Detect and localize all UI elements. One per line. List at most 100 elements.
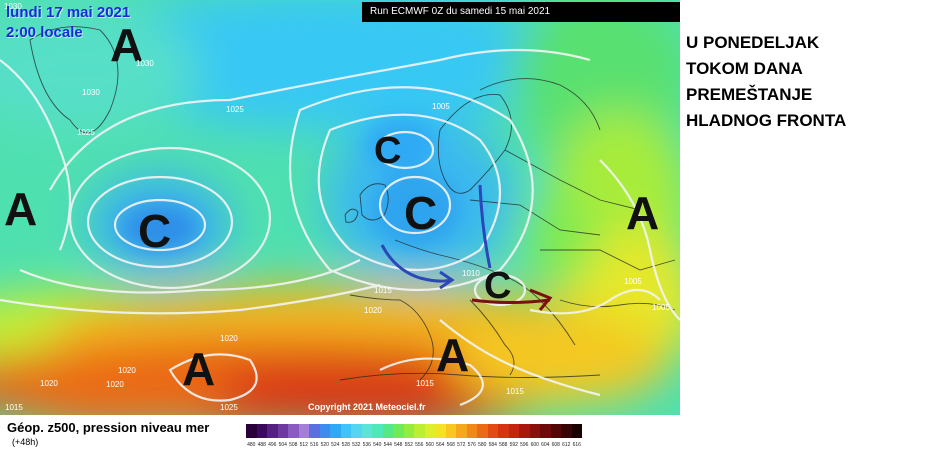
color-scale-value: 592 bbox=[509, 442, 518, 448]
isobar-label: 1025 bbox=[226, 105, 244, 114]
color-scale-value: 556 bbox=[415, 442, 424, 448]
low-pressure-center: C bbox=[404, 187, 438, 239]
color-scale-value: 600 bbox=[530, 442, 539, 448]
color-scale-value: 544 bbox=[383, 442, 392, 448]
isobar-label: 1015 bbox=[5, 403, 23, 412]
isobars bbox=[0, 48, 680, 407]
color-scale-swatch bbox=[256, 424, 267, 438]
color-scale-swatch bbox=[277, 424, 288, 438]
isobar-label: 1030 bbox=[136, 59, 154, 68]
color-scale-value: 496 bbox=[268, 442, 277, 448]
color-scale-value: 528 bbox=[341, 442, 350, 448]
color-scale-swatch bbox=[561, 424, 572, 438]
high-pressure-center: A bbox=[110, 19, 144, 71]
isobar-label: 1015 bbox=[506, 387, 524, 396]
color-scale-swatch bbox=[550, 424, 561, 438]
color-scale-swatch bbox=[487, 424, 498, 438]
isobar-label: 1030 bbox=[4, 2, 22, 11]
color-scale-swatch bbox=[414, 424, 425, 438]
color-scale-value: 604 bbox=[541, 442, 550, 448]
isobar-label: 1020 bbox=[40, 379, 58, 388]
legend-title: Géop. z500, pression niveau mer bbox=[7, 420, 210, 435]
geopotential-field bbox=[0, 0, 680, 415]
color-scale-value: 508 bbox=[289, 442, 298, 448]
color-scale-value: 608 bbox=[551, 442, 560, 448]
model-run-banner: Run ECMWF 0Z du samedi 15 mai 2021 bbox=[362, 2, 680, 22]
high-pressure-center: A bbox=[182, 343, 216, 395]
color-scale-value: 616 bbox=[572, 442, 581, 448]
color-scale-value: 580 bbox=[478, 442, 487, 448]
color-scale-value: 524 bbox=[331, 442, 340, 448]
forecast-time: 2:00 locale bbox=[6, 24, 83, 41]
color-scale-swatch bbox=[267, 424, 278, 438]
color-scale-value: 552 bbox=[404, 442, 413, 448]
color-scale-value: 536 bbox=[362, 442, 371, 448]
color-scale-swatch bbox=[319, 424, 330, 438]
color-scale-value: 572 bbox=[457, 442, 466, 448]
color-scale-value: 488 bbox=[257, 442, 266, 448]
forecast-date: lundi 17 mai 2021 bbox=[6, 4, 131, 21]
color-scale-value: 548 bbox=[394, 442, 403, 448]
color-scale-value: 564 bbox=[436, 442, 445, 448]
low-pressure-center: C bbox=[138, 205, 172, 257]
color-scale-value: 584 bbox=[488, 442, 497, 448]
isobar-label: 1020 bbox=[118, 366, 136, 375]
color-scale-value: 520 bbox=[320, 442, 329, 448]
color-scale-bar bbox=[246, 424, 582, 438]
color-scale-value: 612 bbox=[562, 442, 571, 448]
isobar-label: 1020 bbox=[106, 380, 124, 389]
legend-subtitle: (+48h) bbox=[12, 437, 39, 447]
color-scale-swatch bbox=[372, 424, 383, 438]
isobar-label: 1025 bbox=[77, 128, 95, 137]
isobar-label: 1020 bbox=[220, 334, 238, 343]
color-scale-swatch bbox=[288, 424, 299, 438]
color-scale-swatch bbox=[435, 424, 446, 438]
isobar-label: 1005 bbox=[652, 303, 670, 312]
color-scale-value: 512 bbox=[299, 442, 308, 448]
legend-footer: Géop. z500, pression niveau mer (+48h) 4… bbox=[0, 415, 940, 459]
color-scale-swatch bbox=[298, 424, 309, 438]
high-pressure-center: A bbox=[626, 187, 660, 239]
color-scale-value: 480 bbox=[247, 442, 256, 448]
color-scale-swatch bbox=[351, 424, 362, 438]
high-pressure-center: A bbox=[436, 329, 470, 381]
forecast-headline: U PONEDELJAK TOKOM DANA PREMEŠTANJE HLAD… bbox=[686, 30, 936, 134]
headline-line: U PONEDELJAK bbox=[686, 33, 820, 52]
color-scale-swatch bbox=[309, 424, 320, 438]
color-scale-value: 560 bbox=[425, 442, 434, 448]
isobar-label: 1005 bbox=[432, 102, 450, 111]
color-scale-value: 576 bbox=[467, 442, 476, 448]
color-scale-swatch bbox=[498, 424, 509, 438]
isobar-label: 1030 bbox=[82, 88, 100, 97]
weather-map: A A A A A C C C C 1030 1030 1030 1025 10… bbox=[0, 0, 680, 415]
headline-line: HLADNOG FRONTA bbox=[686, 111, 847, 130]
isobar-label: 1015 bbox=[374, 286, 392, 295]
color-scale-value: 532 bbox=[352, 442, 361, 448]
color-scale-swatch bbox=[340, 424, 351, 438]
color-scale-value: 568 bbox=[446, 442, 455, 448]
color-scale-swatch bbox=[466, 424, 477, 438]
color-scale-value: 540 bbox=[373, 442, 382, 448]
color-scale-labels: 480 488 496 504 508 512 516 520 524 528 532 536 540 5… bbox=[246, 442, 582, 448]
color-scale-swatch bbox=[529, 424, 540, 438]
color-scale-value: 516 bbox=[310, 442, 319, 448]
color-scale-value: 596 bbox=[520, 442, 529, 448]
color-scale-value: 504 bbox=[278, 442, 287, 448]
front-arrows bbox=[380, 184, 553, 311]
isobar-label: 1010 bbox=[462, 269, 480, 278]
color-scale-swatch bbox=[508, 424, 519, 438]
low-pressure-center: C bbox=[374, 130, 402, 172]
color-scale-swatch bbox=[445, 424, 456, 438]
low-pressure-center: C bbox=[484, 265, 512, 307]
color-scale-swatch bbox=[361, 424, 372, 438]
color-scale-swatch bbox=[540, 424, 551, 438]
color-scale-swatch bbox=[519, 424, 530, 438]
color-scale-swatch bbox=[477, 424, 488, 438]
isobar-label: 1025 bbox=[220, 403, 238, 412]
isobar-label: 1005 bbox=[624, 277, 642, 286]
color-scale-swatch bbox=[382, 424, 393, 438]
color-scale-swatch bbox=[403, 424, 414, 438]
color-scale-swatch bbox=[424, 424, 435, 438]
color-scale-swatch bbox=[246, 424, 257, 438]
color-scale-swatch bbox=[393, 424, 404, 438]
